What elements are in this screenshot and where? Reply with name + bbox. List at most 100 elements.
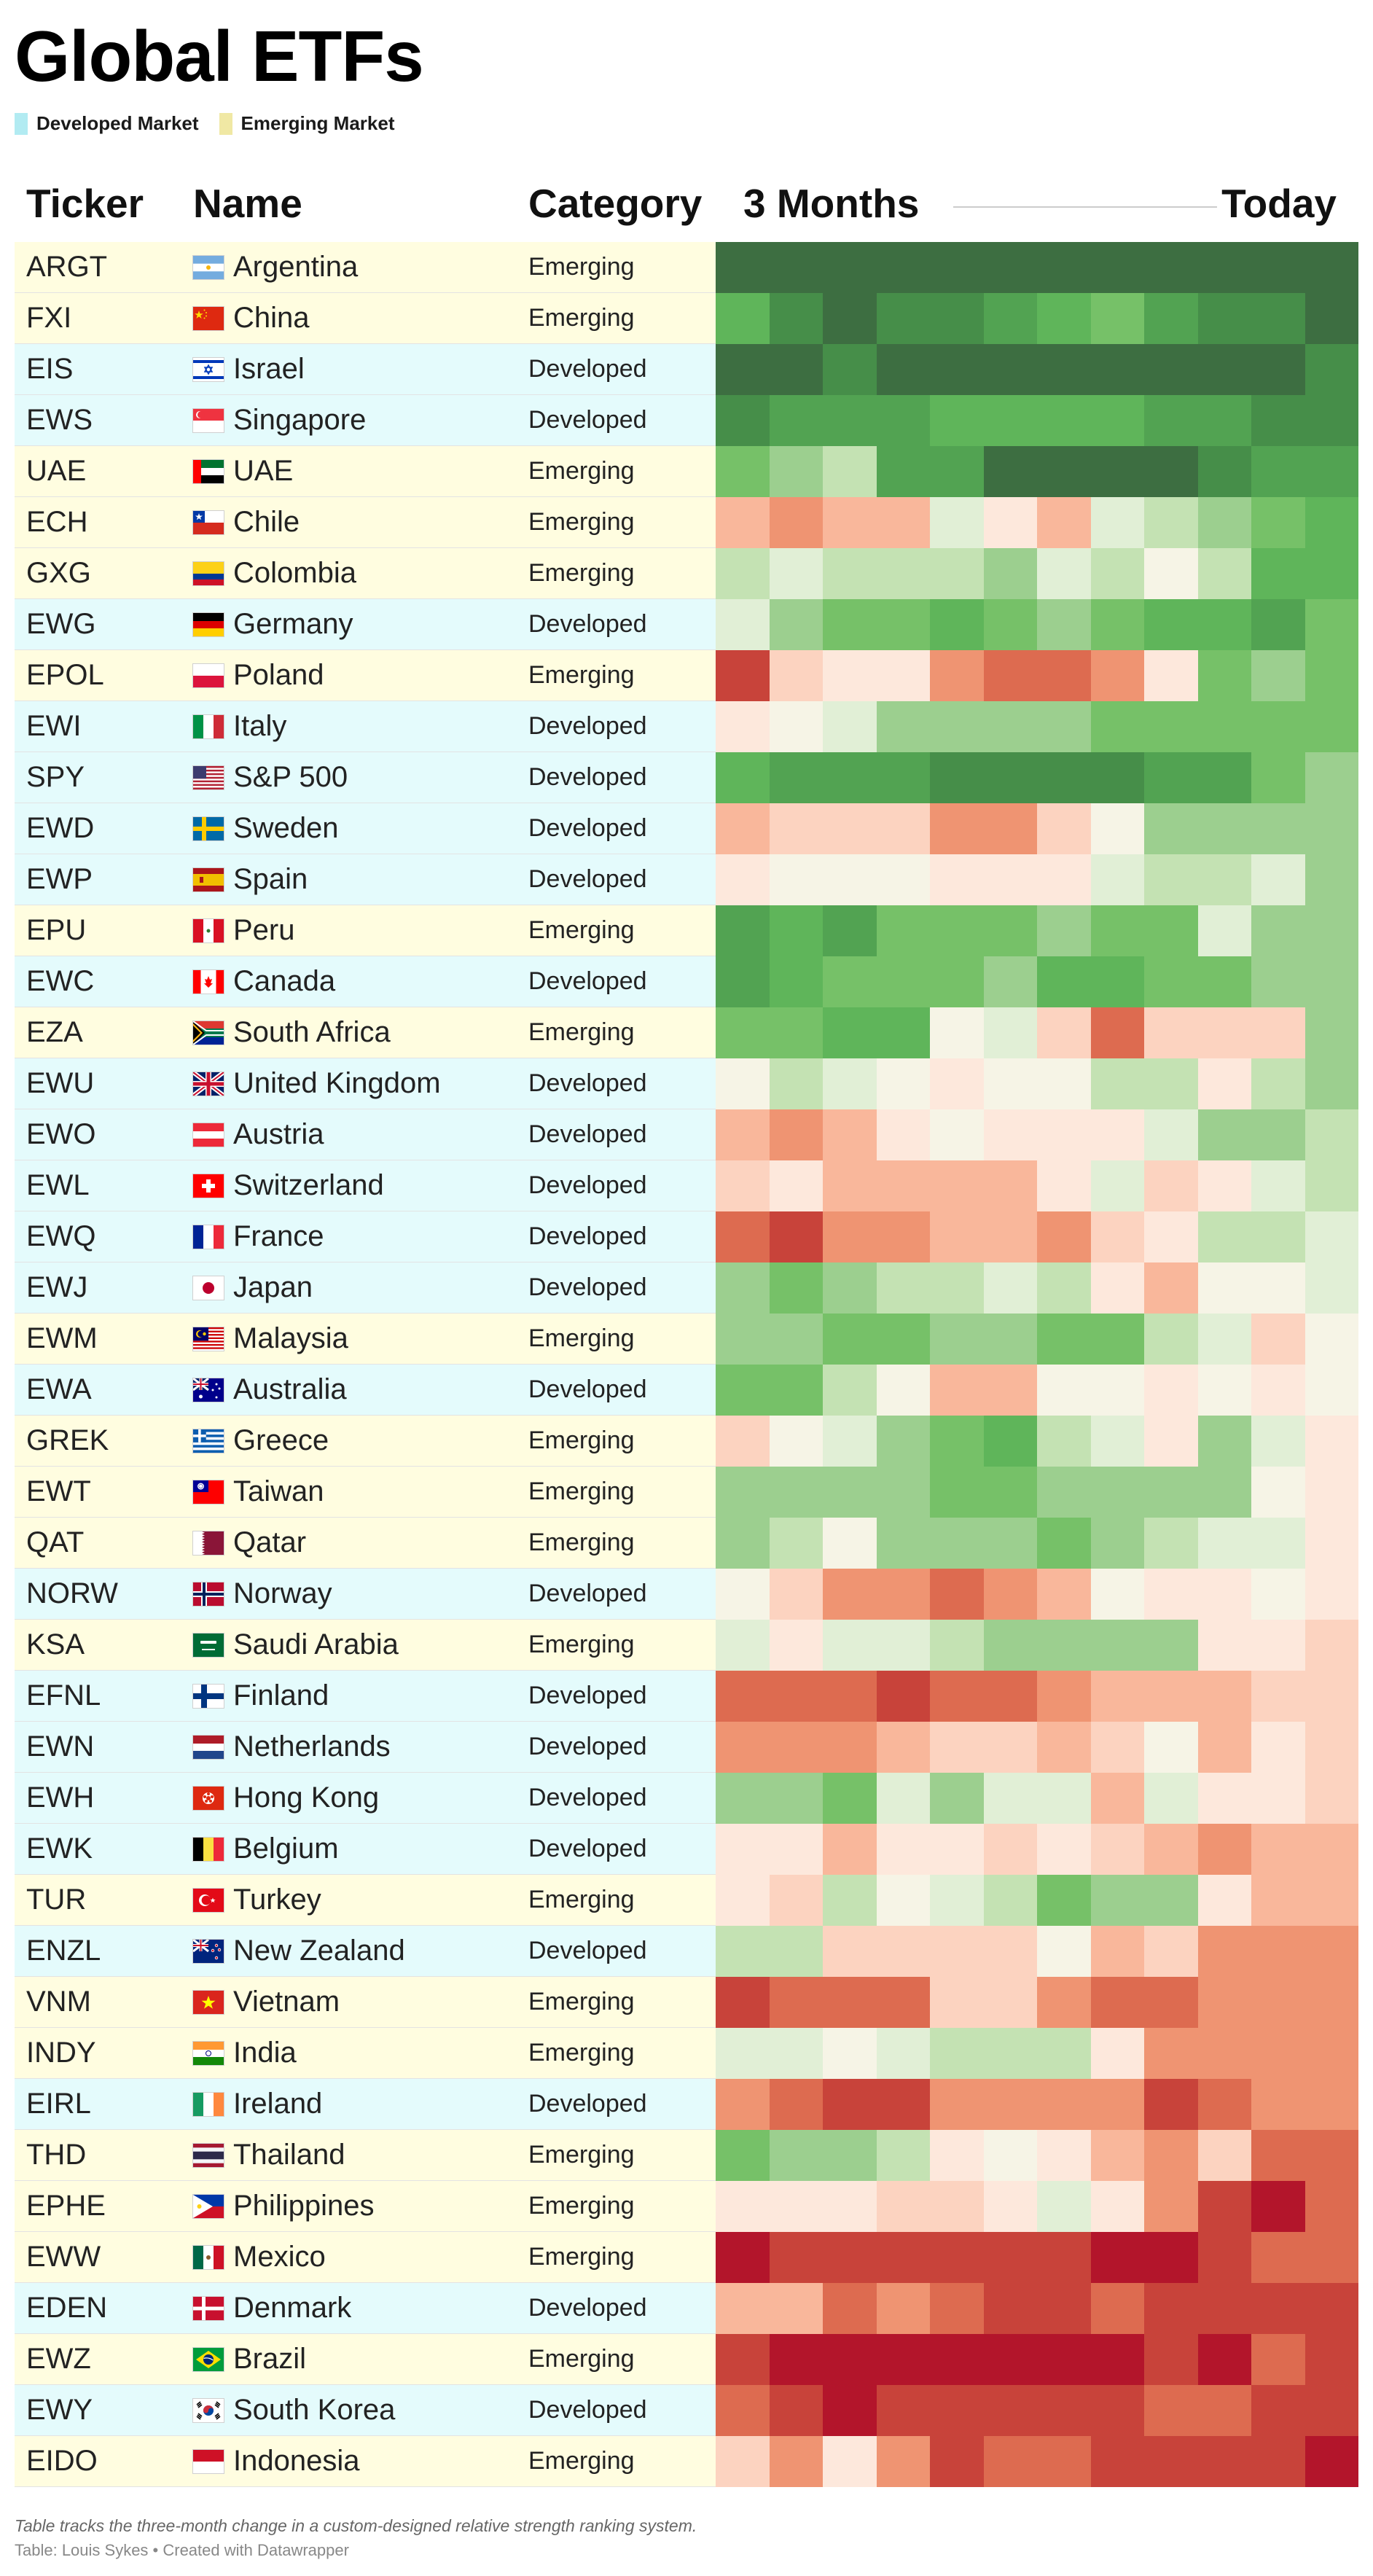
heatmap-cell — [716, 599, 770, 650]
heatmap-cell — [823, 956, 877, 1007]
heatmap-cell — [1037, 1977, 1091, 2028]
ticker-cell: EWK — [26, 1833, 93, 1865]
heatmap-cell — [1090, 1160, 1144, 1211]
heatmap-cell — [1090, 1109, 1144, 1160]
heatmap-row — [716, 1518, 1358, 1569]
ticker-cell: EIS — [26, 353, 74, 385]
header-ticker[interactable]: Ticker — [26, 181, 144, 226]
flag-peru-icon — [193, 919, 224, 942]
heatmap-cell — [1144, 548, 1198, 599]
heatmap-cell — [983, 497, 1037, 548]
flag-colombia-icon — [193, 562, 224, 585]
row-info: INDY India Emerging — [15, 2028, 716, 2079]
name-cell: Hong Kong — [233, 1781, 380, 1814]
flag-poland-icon — [193, 664, 224, 687]
heatmap-cell — [983, 1824, 1037, 1875]
heatmap-cell — [983, 701, 1037, 752]
heatmap-cell — [1037, 1007, 1091, 1058]
category-cell: Developed — [528, 610, 647, 638]
heatmap-cell — [876, 1365, 930, 1416]
heatmap-cell — [1304, 1160, 1358, 1211]
heatmap-cell — [769, 446, 823, 497]
heatmap-cell — [716, 2334, 770, 2385]
heatmap-cell — [1251, 650, 1305, 701]
footer: Table tracks the three-month change in a… — [15, 2513, 697, 2563]
heatmap-cell — [1251, 344, 1305, 395]
heatmap-cell — [876, 1160, 930, 1211]
heatmap-cell — [769, 701, 823, 752]
legend-label-emerging: Emerging Market — [240, 112, 395, 134]
heatmap-row — [716, 650, 1358, 701]
heatmap-cell — [1304, 1773, 1358, 1824]
heatmap-cell — [769, 1620, 823, 1671]
heatmap-cell — [1144, 1467, 1198, 1518]
heatmap-cell — [876, 1518, 930, 1569]
heatmap-cell — [930, 1875, 984, 1926]
table-header: Ticker Name Category 3 Months Today — [15, 172, 1358, 244]
name-cell: Colombia — [233, 557, 356, 589]
heatmap-cell — [1251, 1467, 1305, 1518]
name-cell: India — [233, 2037, 297, 2069]
heatmap-cell — [716, 395, 770, 446]
heatmap-cell — [1037, 548, 1091, 599]
heatmap-cell — [983, 1518, 1037, 1569]
heatmap-cell — [876, 497, 930, 548]
row-info: EWK Belgium Developed — [15, 1824, 716, 1875]
heatmap-row — [716, 2385, 1358, 2436]
header-3-months: 3 Months — [743, 181, 920, 226]
heatmap-cell — [823, 1824, 877, 1875]
name-cell: Japan — [233, 1271, 313, 1303]
heatmap-cell — [823, 1211, 877, 1262]
row-info: EFNL Finland Developed — [15, 1671, 716, 1722]
heatmap-cell — [1037, 446, 1091, 497]
heatmap-cell — [1251, 1620, 1305, 1671]
category-cell: Developed — [528, 814, 647, 842]
heatmap-cell — [930, 1262, 984, 1314]
heatmap-cell — [1037, 752, 1091, 803]
heatmap-cell — [1144, 803, 1198, 854]
heatmap-cell — [1144, 2232, 1198, 2283]
category-cell: Developed — [528, 1682, 647, 1709]
heatmap-cell — [1197, 497, 1251, 548]
name-cell: Qatar — [233, 1526, 307, 1558]
heatmap-cell — [769, 1722, 823, 1773]
flag-austria-icon — [193, 1123, 224, 1147]
row-info: ECH Chile Emerging — [15, 497, 716, 548]
heatmap-cell — [1251, 2079, 1305, 2130]
heatmap-cell — [1037, 1671, 1091, 1722]
heatmap-cell — [716, 1365, 770, 1416]
heatmap-cell — [876, 548, 930, 599]
row-info: EWC Canada Developed — [15, 956, 716, 1007]
header-category[interactable]: Category — [528, 181, 703, 226]
heatmap-cell — [930, 1824, 984, 1875]
ticker-cell: INDY — [26, 2037, 96, 2069]
heatmap-cell — [876, 395, 930, 446]
heatmap-cell — [1144, 242, 1198, 293]
heatmap-cell — [1197, 1671, 1251, 1722]
heatmap-cell — [876, 1620, 930, 1671]
heatmap-row — [716, 2436, 1358, 2487]
category-cell: Developed — [528, 406, 647, 434]
header-today: Today — [1221, 181, 1337, 226]
heatmap-cell — [769, 1109, 823, 1160]
heatmap-cell — [1304, 1211, 1358, 1262]
heatmap-row — [716, 1262, 1358, 1314]
flag-indonesia-icon — [193, 2450, 224, 2473]
table-row: NORW Norway Developed — [15, 1569, 1358, 1620]
heatmap-cell — [930, 650, 984, 701]
heatmap-cell — [823, 548, 877, 599]
heatmap-cell — [876, 2028, 930, 2079]
flag-mexico-icon — [193, 2246, 224, 2269]
heatmap-cell — [1144, 1365, 1198, 1416]
heatmap-cell — [983, 1620, 1037, 1671]
heatmap-cell — [716, 1211, 770, 1262]
flag-canada-icon — [193, 970, 224, 994]
name-cell: Spain — [233, 863, 308, 895]
heatmap-cell — [1144, 599, 1198, 650]
header-name[interactable]: Name — [193, 181, 302, 226]
heatmap-cell — [1197, 1007, 1251, 1058]
heatmap-cell — [876, 803, 930, 854]
heatmap-cell — [1090, 1314, 1144, 1365]
heatmap-cell — [1304, 1314, 1358, 1365]
ticker-cell: EWD — [26, 812, 95, 844]
